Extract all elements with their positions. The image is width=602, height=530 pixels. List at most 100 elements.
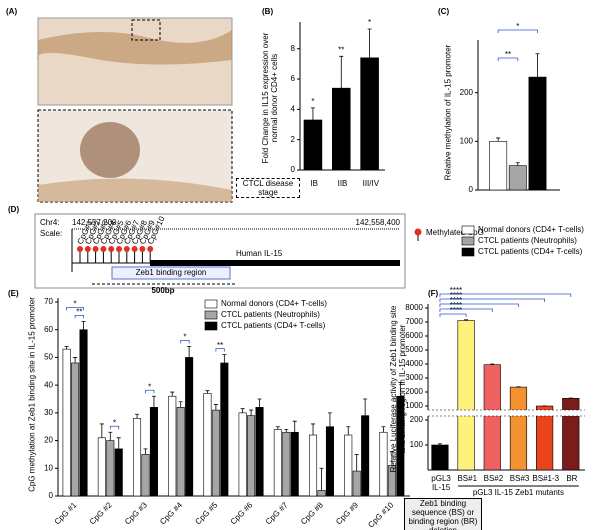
sig-bracket — [439, 303, 519, 307]
error-bar — [240, 408, 245, 413]
bar — [431, 444, 449, 471]
sig-bracket — [439, 313, 467, 317]
sig-bracket — [439, 293, 572, 297]
error-bar — [437, 443, 442, 445]
x-tick-label: BS#3 — [509, 474, 530, 483]
error-bar — [249, 409, 254, 416]
y-tick-label: 7000 — [405, 317, 423, 326]
sig-bracket — [145, 389, 155, 394]
tissue-layer — [38, 178, 232, 202]
error-bar — [143, 448, 148, 455]
x-tick-label: pGL3 IL-15 — [431, 474, 451, 492]
cpg-dot — [108, 246, 115, 252]
bar — [309, 434, 318, 497]
legend-swatch — [461, 225, 475, 235]
error-bar — [275, 426, 280, 430]
x-tick-label: CpG #6 — [229, 500, 255, 526]
panel-label: (E) — [8, 289, 19, 298]
bar — [360, 57, 379, 171]
chr-end: 142,558,400 — [356, 218, 401, 227]
y-tick-label: 70 — [44, 297, 53, 306]
bar — [508, 165, 527, 191]
zeb1-region — [111, 266, 231, 280]
y-tick-label: 50 — [44, 353, 53, 362]
error-bar — [99, 423, 104, 438]
bar — [282, 431, 291, 497]
error-bar — [213, 404, 218, 411]
x-tick-label: CpG #5 — [193, 500, 219, 526]
y-tick-label: 4 — [291, 104, 296, 113]
bar — [528, 76, 547, 191]
error-bar — [389, 451, 394, 466]
legend-swatch — [204, 299, 218, 309]
legend-swatch — [461, 247, 475, 257]
x-tick-label: BS#1 — [457, 474, 478, 483]
y-tick-label: 0 — [49, 491, 54, 500]
bar — [562, 397, 580, 471]
x-tick-label: IB — [310, 179, 318, 188]
error-bar — [187, 345, 192, 358]
error-bar — [346, 426, 351, 436]
error-bar — [327, 412, 332, 427]
x-tick-label: CpG #1 — [53, 500, 79, 526]
sig-bracket — [109, 425, 120, 430]
x-tick-label: CpG #10 — [366, 500, 395, 529]
gene-body — [150, 260, 400, 266]
sig-label: * — [516, 22, 519, 31]
x-tick-label: CpG #3 — [123, 500, 149, 526]
sig-label: * — [311, 97, 314, 106]
error-bar — [292, 420, 297, 433]
y-tick-label: 5000 — [405, 345, 423, 354]
bar — [106, 440, 115, 497]
y-axis-label: Fold Change in IL15 expression over norm… — [261, 32, 279, 164]
y-tick-label: 4000 — [405, 359, 423, 368]
bar — [141, 454, 150, 497]
bar — [97, 437, 106, 497]
axis-break — [426, 410, 585, 416]
sig-label: ** — [76, 308, 82, 317]
legend-label: Normal donors (CD4+ T-cells) — [221, 299, 327, 308]
gene-label: Human IL-15 — [236, 249, 283, 258]
x-tick-label: CpG #8 — [299, 500, 325, 526]
cpg-dot — [123, 246, 130, 252]
legend-swatch — [204, 321, 218, 331]
sig-label: * — [74, 300, 77, 309]
error-bar — [464, 319, 469, 321]
bar — [114, 448, 123, 497]
legend-swatch — [204, 310, 218, 320]
histology-stain — [37, 30, 232, 65]
zeb1-label: Zeb1 binding region — [136, 268, 207, 277]
x-tick-label: BS#2 — [483, 474, 504, 483]
y-tick-label: 2 — [291, 135, 296, 144]
x-tick-label: III/IV — [363, 179, 380, 188]
error-bar — [515, 162, 520, 166]
error-bar — [496, 137, 501, 142]
x-tick-label: CpG #2 — [88, 500, 114, 526]
cpg-dot — [100, 246, 107, 252]
y-tick-label: 10 — [44, 463, 53, 472]
cell-cluster — [80, 122, 140, 178]
bar — [71, 362, 80, 497]
legend-label: CTCL patients (CD4+ T-cells) — [221, 321, 326, 330]
legend-label: Methylated CpG — [426, 228, 484, 237]
cpg-dot — [131, 246, 138, 252]
sig-bracket — [66, 307, 84, 311]
panel-label: (C) — [438, 7, 449, 16]
panel-label: (B) — [262, 7, 273, 16]
y-tick-label: 100 — [410, 440, 424, 449]
sig-bracket — [439, 298, 546, 302]
bar — [255, 407, 264, 497]
y-tick-label: 30 — [44, 408, 53, 417]
legend-label: CTCL patients (Neutrophils) — [221, 310, 320, 319]
sig-label: ** — [338, 45, 344, 54]
error-bar — [178, 401, 183, 408]
sig-bracket — [497, 57, 519, 61]
y-tick-label: 20 — [44, 436, 53, 445]
error-bar — [108, 431, 113, 441]
y-tick-label: 40 — [44, 380, 53, 389]
x-tick-label: CpG #9 — [334, 500, 360, 526]
error-bar — [116, 437, 121, 449]
error-bar — [319, 467, 324, 491]
error-bar — [151, 395, 156, 408]
